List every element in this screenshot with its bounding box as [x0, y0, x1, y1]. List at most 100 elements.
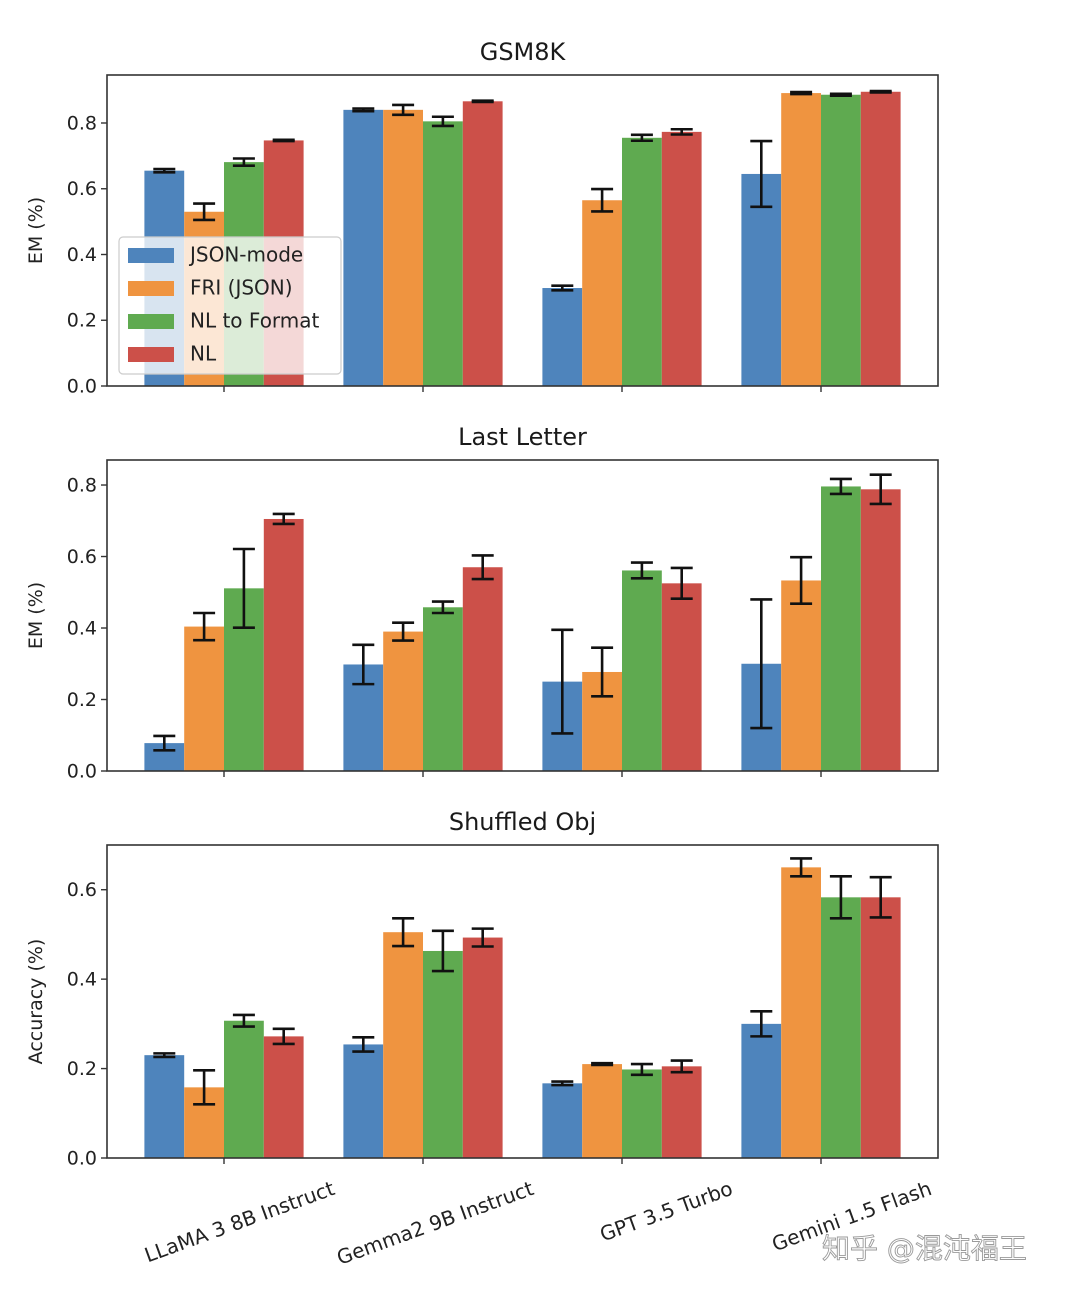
error-bar-nl-to-format-gpt-3-5-turbo	[630, 561, 653, 580]
bar-nl-gemini-1-5-flash	[860, 897, 901, 1158]
error-bar-nl-llama-3-8b-instruct	[272, 1027, 295, 1046]
legend: JSON-mode FRI (JSON) NL to Format NL	[118, 236, 342, 375]
y-tick-label: 0.0	[67, 1148, 97, 1170]
bar-json-mode-gpt-3-5-turbo	[542, 288, 583, 386]
error-bar-fri-json-gemma2-9b-instruct	[392, 917, 415, 948]
error-bar-nl-to-format-llama-3-8b-instruct	[232, 547, 255, 629]
y-tick-label: 0.0	[67, 761, 97, 783]
panel-last-letter: Last Letter 0.0 0.2 0.4 0.6 0.8 EM (%)	[25, 423, 939, 783]
error-bar-nl-to-format-gpt-3-5-turbo	[630, 1062, 653, 1077]
bar-fri-json-gemini-1-5-flash	[781, 93, 821, 386]
error-bar-json-mode-gpt-3-5-turbo	[551, 1080, 574, 1087]
legend-label-nl-to-format: NL to Format	[190, 309, 320, 333]
error-bar-nl-gpt-3-5-turbo	[670, 1059, 693, 1074]
x-tick-label-gpt-3-5-turbo: GPT 3.5 Turbo	[597, 1176, 736, 1246]
y-tick-label: 0.6	[67, 178, 97, 200]
y-tick-label: 0.0	[67, 376, 97, 398]
legend-label-fri-json: FRI (JSON)	[190, 276, 293, 300]
bar-fri-json-gemma2-9b-instruct	[383, 109, 423, 386]
bar-fri-json-gpt-3-5-turbo	[582, 1064, 622, 1158]
error-bar-nl-gpt-3-5-turbo	[670, 127, 693, 136]
bar-nl-to-format-gemini-1-5-flash	[821, 897, 861, 1158]
error-bar-fri-json-gemma2-9b-instruct	[392, 621, 415, 642]
y-tick-label: 0.6	[67, 546, 97, 568]
panel-gsm8k: GSM8K 0.0 0.2 0.4 0.6 0.8 EM (%) JSON-mode FRI (…	[25, 38, 939, 398]
error-bar-nl-to-format-gemini-1-5-flash	[829, 92, 852, 98]
error-bar-nl-gpt-3-5-turbo	[670, 566, 693, 600]
bar-nl-gemma2-9b-instruct	[462, 937, 503, 1158]
bar-nl-to-format-llama-3-8b-instruct	[224, 1020, 264, 1158]
error-bar-nl-gemini-1-5-flash	[869, 875, 892, 919]
error-bar-nl-to-format-llama-3-8b-instruct	[232, 1013, 255, 1028]
bar-nl-to-format-gemini-1-5-flash	[821, 486, 861, 771]
legend-label-json-mode: JSON-mode	[188, 243, 303, 267]
error-bar-nl-gemma2-9b-instruct	[471, 554, 494, 581]
plot-frame	[106, 459, 939, 772]
y-tick-label: 0.2	[67, 689, 97, 711]
bar-fri-json-gemma2-9b-instruct	[383, 631, 423, 771]
error-bar-fri-json-gpt-3-5-turbo	[591, 646, 614, 698]
error-bar-nl-to-format-gemma2-9b-instruct	[431, 115, 454, 128]
bar-nl-gemma2-9b-instruct	[462, 101, 503, 387]
bar-json-mode-llama-3-8b-instruct	[144, 1055, 185, 1158]
error-bar-nl-gemini-1-5-flash	[869, 89, 892, 94]
bar-fri-json-gemini-1-5-flash	[781, 867, 821, 1158]
y-tick-label: 0.8	[67, 112, 97, 134]
y-axis-label: EM (%)	[25, 197, 47, 264]
y-axis-label: EM (%)	[25, 582, 47, 649]
error-bar-fri-json-gemini-1-5-flash	[790, 90, 813, 96]
error-bar-json-mode-gemini-1-5-flash	[750, 139, 773, 209]
panel-title: GSM8K	[480, 38, 567, 66]
error-bar-json-mode-gemini-1-5-flash	[750, 1010, 773, 1038]
y-tick-label: 0.6	[67, 879, 97, 901]
y-tick-label: 0.4	[67, 244, 97, 266]
bar-nl-to-format-gemini-1-5-flash	[821, 94, 861, 386]
error-bar-json-mode-gemma2-9b-instruct	[352, 1035, 375, 1053]
error-bar-json-mode-llama-3-8b-instruct	[153, 734, 176, 752]
error-bar-nl-to-format-llama-3-8b-instruct	[232, 157, 255, 168]
panel-title: Shuffled Obj	[449, 808, 596, 836]
bar-fri-json-llama-3-8b-instruct	[184, 626, 224, 771]
y-tick-label: 0.8	[67, 475, 97, 497]
y-axis-label: Accuracy (%)	[25, 939, 47, 1065]
bar-fri-json-gemma2-9b-instruct	[383, 932, 423, 1158]
error-bar-nl-to-format-gemini-1-5-flash	[829, 874, 852, 920]
error-bar-fri-json-gemini-1-5-flash	[790, 857, 813, 878]
y-tick-label: 0.2	[67, 1058, 97, 1080]
bar-nl-gpt-3-5-turbo	[661, 1066, 702, 1158]
bar-json-mode-gemini-1-5-flash	[741, 173, 782, 386]
error-bar-json-mode-gemma2-9b-instruct	[352, 107, 375, 113]
panel-title: Last Letter	[458, 423, 587, 451]
legend-box	[118, 236, 342, 375]
error-bar-fri-json-gemma2-9b-instruct	[392, 103, 415, 117]
bar-json-mode-gemma2-9b-instruct	[343, 1044, 384, 1158]
error-bar-nl-llama-3-8b-instruct	[272, 138, 295, 143]
error-bar-nl-gemma2-9b-instruct	[471, 99, 494, 104]
x-tick-label-gemma2-9b-instruct: Gemma2 9B Instruct	[334, 1176, 537, 1270]
bar-nl-gpt-3-5-turbo	[661, 131, 702, 386]
y-tick-label: 0.4	[67, 969, 97, 991]
error-bar-nl-llama-3-8b-instruct	[272, 512, 295, 526]
bar-nl-to-format-gpt-3-5-turbo	[622, 137, 662, 386]
plot-frame	[106, 74, 939, 387]
error-bar-fri-json-llama-3-8b-instruct	[193, 202, 216, 222]
error-bar-nl-to-format-gpt-3-5-turbo	[630, 133, 653, 143]
error-bar-nl-gemini-1-5-flash	[869, 473, 892, 506]
error-bar-nl-to-format-gemma2-9b-instruct	[431, 600, 454, 615]
error-bar-json-mode-gpt-3-5-turbo	[551, 284, 574, 292]
error-bar-fri-json-llama-3-8b-instruct	[193, 1069, 216, 1106]
bar-nl-gemma2-9b-instruct	[462, 567, 503, 771]
error-bar-fri-json-gpt-3-5-turbo	[591, 1061, 614, 1067]
bar-nl-gemini-1-5-flash	[860, 91, 901, 387]
error-bar-fri-json-gpt-3-5-turbo	[591, 187, 614, 213]
legend-swatch-fri-json	[128, 281, 174, 296]
watermark: 知乎 @混沌福王	[822, 1232, 1027, 1265]
legend-swatch-json-mode	[128, 248, 174, 263]
panel-shuffled-obj: Shuffled Obj 0.0 0.2 0.4 0.6 Accuracy (%) LLaM…	[25, 808, 939, 1270]
error-bar-nl-gemma2-9b-instruct	[471, 927, 494, 948]
bar-nl-to-format-gemma2-9b-instruct	[423, 950, 463, 1158]
error-bar-fri-json-llama-3-8b-instruct	[193, 611, 216, 642]
error-bar-fri-json-gemini-1-5-flash	[790, 555, 813, 606]
error-bar-json-mode-llama-3-8b-instruct	[153, 167, 176, 174]
